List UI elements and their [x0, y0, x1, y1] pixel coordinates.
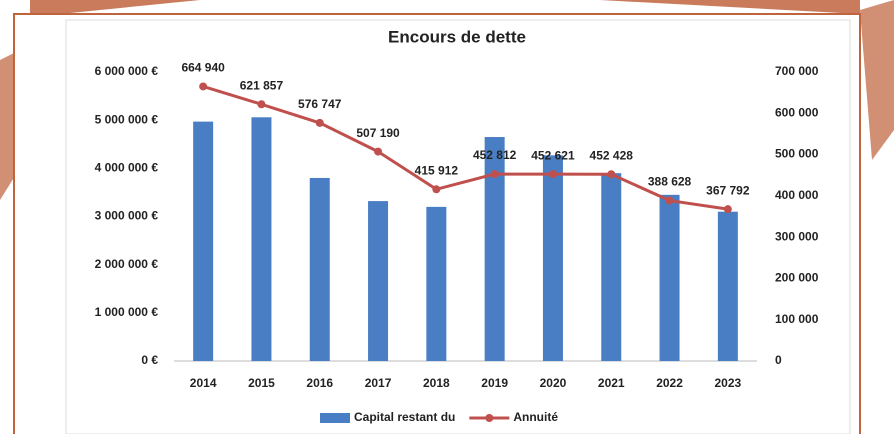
x-tick-label: 2023: [714, 376, 741, 390]
x-tick-label: 2019: [481, 376, 508, 390]
data-label: 576 747: [298, 97, 342, 111]
y2-tick-label: 200 000: [775, 271, 819, 285]
data-label: 388 628: [648, 175, 692, 189]
x-tick-label: 2022: [656, 376, 683, 390]
line-point: [723, 205, 732, 214]
y-tick-label: 3 000 000 €: [95, 209, 159, 223]
decoration: [860, 0, 894, 160]
bar: [193, 121, 214, 361]
bar: [542, 155, 563, 361]
y-tick-label: 1 000 000 €: [95, 305, 159, 319]
x-tick-label: 2015: [248, 376, 275, 390]
line-point: [315, 118, 324, 127]
y2-tick-label: 0: [775, 353, 782, 367]
y2-tick-label: 300 000: [775, 229, 819, 243]
chart-title: Encours de dette: [388, 27, 526, 46]
bar: [368, 201, 389, 361]
line-point: [548, 170, 557, 179]
x-tick-label: 2021: [598, 376, 625, 390]
data-label: 452 812: [473, 148, 517, 162]
line-point: [665, 196, 674, 205]
line-point: [607, 170, 616, 179]
legend-swatch: [320, 413, 350, 423]
decoration: [30, 0, 200, 14]
x-tick-label: 2017: [365, 376, 392, 390]
line-point: [199, 82, 208, 91]
bar: [426, 206, 447, 361]
bar: [309, 177, 330, 361]
legend-swatch: [485, 414, 494, 422]
bar: [659, 194, 680, 361]
data-label: 452 621: [531, 148, 575, 162]
data-label: 367 792: [706, 183, 750, 197]
y-tick-label: 5 000 000 €: [95, 112, 159, 126]
decoration: [600, 0, 860, 14]
data-label: 664 940: [181, 61, 225, 75]
y2-tick-label: 500 000: [775, 147, 819, 161]
data-label: 621 857: [240, 78, 284, 92]
y2-tick-label: 400 000: [775, 188, 819, 202]
y-tick-label: 6 000 000 €: [95, 64, 159, 78]
y-tick-label: 4 000 000 €: [95, 161, 159, 175]
x-tick-label: 2014: [190, 376, 217, 390]
bar: [601, 173, 622, 361]
legend-label: Annuité: [513, 410, 558, 424]
bar: [717, 211, 738, 361]
legend-label: Capital restant du: [354, 410, 455, 424]
y2-tick-label: 600 000: [775, 105, 819, 119]
x-tick-label: 2016: [306, 376, 333, 390]
data-label: 415 912: [415, 163, 459, 177]
bar: [251, 117, 272, 361]
y2-tick-label: 700 000: [775, 64, 819, 78]
x-tick-label: 2018: [423, 376, 450, 390]
y-tick-label: 0 €: [141, 353, 158, 367]
line-point: [490, 170, 499, 179]
data-label: 452 428: [590, 148, 634, 162]
line-point: [257, 100, 266, 109]
y-tick-label: 2 000 000 €: [95, 257, 159, 271]
bar: [484, 137, 505, 361]
line-point: [374, 147, 383, 156]
data-label: 507 190: [356, 126, 400, 140]
line-point: [432, 185, 441, 194]
x-tick-label: 2020: [540, 376, 567, 390]
y2-tick-label: 100 000: [775, 312, 819, 326]
line: [202, 85, 729, 211]
